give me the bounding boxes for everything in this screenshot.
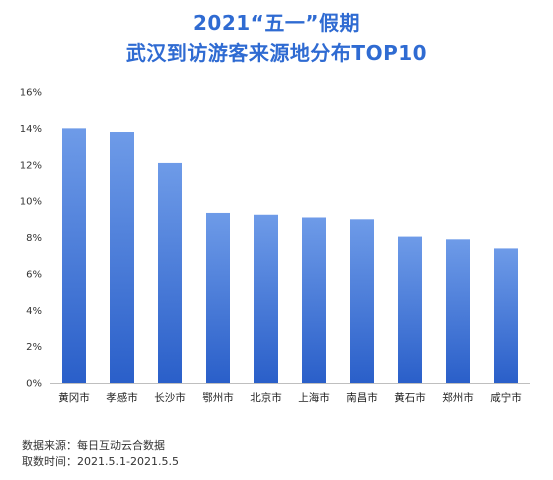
bar-5 (254, 214, 278, 383)
data-date-value: 2021.5.1-2021.5.5 (77, 455, 179, 468)
bar-2 (110, 132, 134, 383)
bar-9 (446, 239, 470, 383)
x-tick-label: 上海市 (298, 391, 330, 404)
x-tick-label: 黄石市 (394, 391, 426, 404)
data-date-label: 取数时间： (22, 455, 77, 468)
data-source-value: 每日互动云合数据 (77, 439, 165, 452)
x-axis-labels: 黄冈市 孝感市 长沙市 鄂州市 北京市 上海市 南昌市 黄石市 郑州市 咸宁市 (58, 391, 522, 404)
bar-7 (350, 219, 374, 383)
bar-6 (302, 217, 326, 383)
y-tick-label: 2% (26, 342, 42, 353)
y-axis-ticks: 0% 2% 4% 6% 8% 10% 12% 14% 16% (20, 88, 42, 390)
y-tick-label: 14% (20, 124, 42, 135)
data-source-label: 数据来源： (22, 439, 77, 452)
y-tick-label: 10% (20, 197, 42, 208)
bar-10 (494, 248, 518, 383)
y-tick-label: 8% (26, 233, 42, 244)
y-tick-label: 6% (26, 269, 42, 280)
bars (62, 128, 518, 383)
chart-title: 2021“五一”假期 武汉到访游客来源地分布TOP10 (0, 8, 553, 68)
y-tick-label: 0% (26, 379, 42, 390)
chart-footer: 数据来源：每日互动云合数据 取数时间：2021.5.1-2021.5.5 (22, 438, 322, 470)
x-tick-label: 郑州市 (442, 391, 474, 404)
x-tick-label: 长沙市 (154, 391, 186, 404)
x-tick-label: 鄂州市 (202, 391, 234, 404)
x-tick-label: 北京市 (250, 391, 282, 404)
x-tick-label: 黄冈市 (58, 391, 90, 404)
x-tick-label: 咸宁市 (490, 391, 522, 404)
bar-8 (398, 236, 422, 383)
chart-title-line-2: 武汉到访游客来源地分布TOP10 (125, 41, 428, 65)
y-tick-label: 4% (26, 306, 42, 317)
x-tick-label: 南昌市 (346, 391, 378, 404)
y-tick-label: 12% (20, 160, 42, 171)
chart-title-line-1: 2021“五一”假期 (193, 11, 360, 35)
bar-3 (158, 162, 182, 383)
y-tick-label: 16% (20, 88, 42, 99)
data-date-row: 取数时间：2021.5.1-2021.5.5 (22, 454, 322, 470)
bar-4 (206, 212, 230, 383)
data-source-row: 数据来源：每日互动云合数据 (22, 438, 322, 454)
bar-1 (62, 128, 86, 383)
x-tick-label: 孝感市 (106, 391, 138, 404)
